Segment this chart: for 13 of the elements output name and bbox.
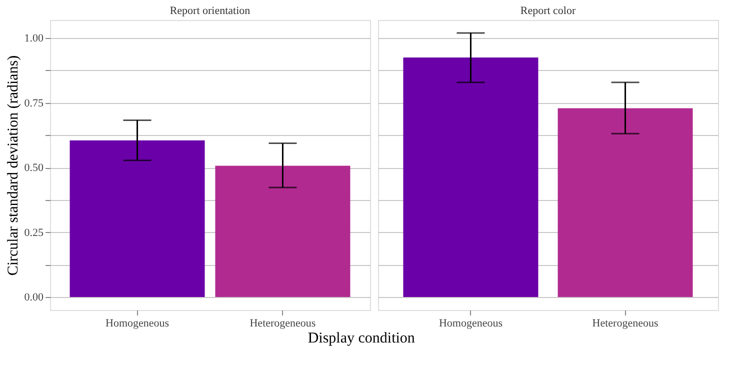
y-tick-label: 1.00 <box>24 32 44 45</box>
x-tick-label: Heterogeneous <box>250 318 316 330</box>
x-tick-label: Homogeneous <box>106 318 170 330</box>
x-tick-label: Heterogeneous <box>592 318 658 330</box>
y-tick-label: 0.75 <box>24 97 44 110</box>
chart-title: Report color <box>520 5 576 17</box>
y-tick-label: 0.25 <box>24 226 44 239</box>
y-axis-title: Circular standard deviation (radians) <box>5 55 22 276</box>
chart-title: Report orientation <box>170 5 251 17</box>
x-tick-label: Homogeneous <box>438 318 502 330</box>
y-tick-label: 0.50 <box>24 162 44 174</box>
x-axis-title: Display condition <box>308 330 416 346</box>
y-tick-label: 0.00 <box>24 292 44 304</box>
